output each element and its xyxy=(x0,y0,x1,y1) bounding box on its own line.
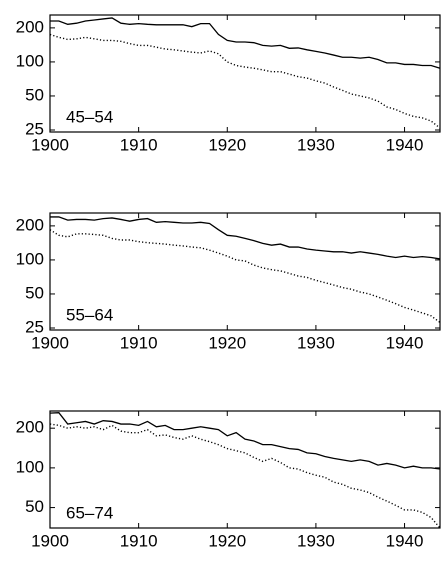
x-tick-label: 1930 xyxy=(297,333,335,352)
y-tick-label: 50 xyxy=(25,283,44,302)
plot-frame xyxy=(49,212,441,331)
x-tick-label: 1910 xyxy=(120,531,158,550)
y-tick-label: 50 xyxy=(25,497,44,516)
x-tick-label: 1920 xyxy=(208,531,246,550)
x-tick-label: 1920 xyxy=(208,135,246,154)
x-tick-label: 1930 xyxy=(297,531,335,550)
x-tick-label: 1900 xyxy=(31,333,69,352)
x-tick-label: 1940 xyxy=(386,135,424,154)
plot-frame xyxy=(49,410,441,529)
y-tick-label: 25 xyxy=(25,119,44,138)
y-tick-label: 200 xyxy=(16,17,44,36)
data-line xyxy=(49,33,441,129)
x-tick-label: 1910 xyxy=(120,333,158,352)
y-tick-label: 200 xyxy=(16,418,44,437)
panel-label: 45–54 xyxy=(66,107,113,126)
x-tick-label: 1900 xyxy=(31,135,69,154)
x-tick-label: 1940 xyxy=(386,333,424,352)
data-line xyxy=(50,216,441,260)
x-tick-label: 1930 xyxy=(297,135,335,154)
panel-label: 55–64 xyxy=(66,305,113,324)
y-tick-label: 100 xyxy=(16,249,44,268)
plot-frame xyxy=(49,14,441,133)
x-tick-label: 1910 xyxy=(120,135,158,154)
x-tick-label: 1900 xyxy=(31,531,69,550)
y-tick-label: 25 xyxy=(25,317,44,336)
y-tick-label: 200 xyxy=(16,215,44,234)
panel-label: 65–74 xyxy=(66,503,113,522)
data-line xyxy=(49,412,441,470)
y-tick-label: 100 xyxy=(16,51,44,70)
x-tick-label: 1940 xyxy=(386,531,424,550)
x-tick-label: 1920 xyxy=(208,333,246,352)
y-tick-label: 100 xyxy=(16,457,44,476)
data-line xyxy=(50,17,441,69)
y-tick-label: 50 xyxy=(25,85,44,104)
